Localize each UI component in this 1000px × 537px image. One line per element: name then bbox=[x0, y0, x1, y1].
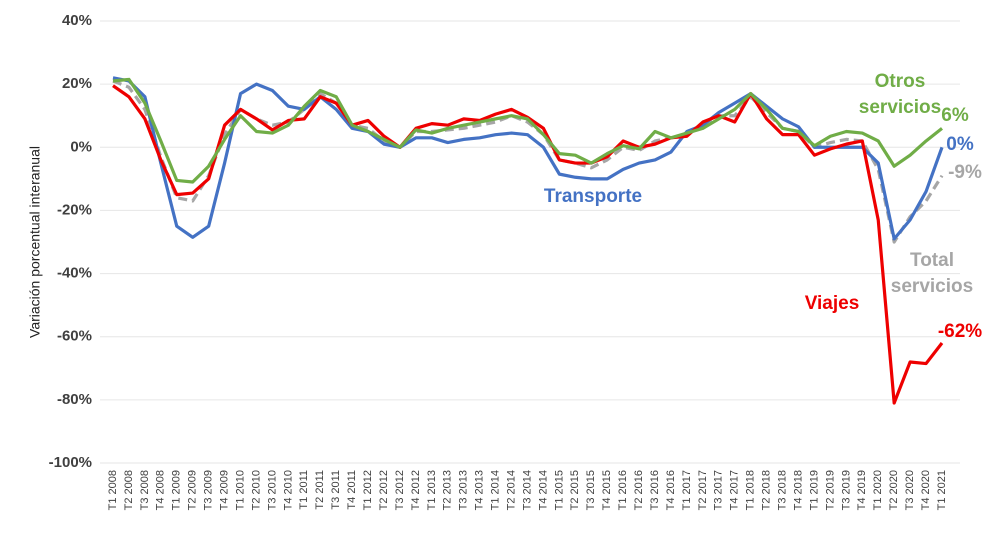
x-tick-label: T2 2010 bbox=[250, 470, 262, 510]
x-tick-label: T3 2012 bbox=[394, 470, 406, 510]
x-tick-label: T3 2009 bbox=[203, 470, 215, 510]
y-tick-label: 0% bbox=[70, 138, 92, 155]
x-tick-label: T3 2019 bbox=[840, 470, 852, 510]
y-tick-label: 40% bbox=[62, 12, 92, 29]
x-tick-label: T3 2016 bbox=[649, 470, 661, 510]
x-tick-label: T4 2015 bbox=[601, 470, 613, 510]
x-tick-label: T4 2008 bbox=[155, 470, 167, 510]
x-tick-label: T3 2020 bbox=[904, 470, 916, 510]
x-tick-label: T1 2013 bbox=[426, 470, 438, 510]
end-value-label: 0% bbox=[946, 134, 974, 155]
end-value-label: -62% bbox=[937, 321, 983, 342]
y-tick-label: -60% bbox=[57, 328, 92, 345]
x-tick-label: T4 2016 bbox=[665, 470, 677, 510]
x-tick-label: T3 2010 bbox=[266, 470, 278, 510]
x-tick-label: T2 2015 bbox=[569, 470, 581, 510]
x-tick-label: T2 2018 bbox=[761, 470, 773, 510]
x-tick-label: T1 2019 bbox=[808, 470, 820, 510]
x-tick-label: T1 2009 bbox=[171, 470, 183, 510]
x-tick-label: T1 2016 bbox=[617, 470, 629, 510]
x-tick-label: T2 2019 bbox=[824, 470, 836, 510]
end-value-label: -9% bbox=[948, 162, 982, 183]
series-label: Transporte bbox=[543, 186, 643, 207]
x-tick-label: T1 2011 bbox=[298, 470, 310, 510]
x-tick-label: T2 2016 bbox=[633, 470, 645, 510]
x-tick-label: T3 2014 bbox=[521, 470, 533, 510]
x-tick-label: T4 2018 bbox=[792, 470, 804, 510]
series-line bbox=[112, 76, 944, 241]
x-tick-label: T3 2008 bbox=[139, 470, 151, 510]
y-axis-label: Variación porcentual interanual bbox=[27, 146, 43, 338]
x-tick-label: T1 2010 bbox=[234, 470, 246, 510]
y-tick-label: 20% bbox=[62, 75, 92, 92]
series-label: Total servicios bbox=[890, 250, 974, 297]
x-tick-label: T1 2012 bbox=[362, 470, 374, 510]
x-tick-label: T1 2017 bbox=[681, 470, 693, 510]
x-tick-label: T2 2020 bbox=[888, 470, 900, 510]
x-tick-label: T3 2015 bbox=[585, 470, 597, 510]
x-tick-label: T4 2020 bbox=[920, 470, 932, 510]
x-tick-label: T3 2013 bbox=[458, 470, 470, 510]
series-label: Viajes bbox=[804, 293, 860, 314]
x-tick-label: T4 2010 bbox=[282, 470, 294, 510]
end-value-label: 6% bbox=[941, 105, 969, 126]
x-tick-label: T1 2021 bbox=[936, 470, 948, 510]
x-tick-label: T3 2017 bbox=[713, 470, 725, 510]
y-tick-label: -40% bbox=[57, 265, 92, 282]
series-line bbox=[112, 77, 943, 184]
x-tick-label: T4 2014 bbox=[537, 470, 549, 510]
x-tick-label: T4 2019 bbox=[856, 470, 868, 510]
x-tick-label: T2 2013 bbox=[442, 470, 454, 510]
x-tick-label: T1 2020 bbox=[872, 470, 884, 510]
x-tick-label: T2 2009 bbox=[187, 470, 199, 510]
x-tick-label: T4 2012 bbox=[410, 470, 422, 510]
x-tick-label: T3 2011 bbox=[330, 470, 342, 510]
x-tick-label: T1 2018 bbox=[745, 470, 757, 510]
y-tick-label: -20% bbox=[57, 201, 92, 218]
x-tick-label: T4 2013 bbox=[474, 470, 486, 510]
x-tick-label: T2 2014 bbox=[505, 470, 517, 510]
x-tick-label: T2 2008 bbox=[123, 470, 135, 510]
x-tick-label: T4 2011 bbox=[346, 470, 358, 510]
y-tick-label: -100% bbox=[49, 454, 92, 471]
x-tick-label: T2 2011 bbox=[314, 470, 326, 510]
x-tick-label: T1 2014 bbox=[490, 470, 502, 510]
x-tick-label: T1 2015 bbox=[553, 470, 565, 510]
y-tick-label: -80% bbox=[57, 391, 92, 408]
x-tick-label: T2 2012 bbox=[378, 470, 390, 510]
x-tick-label: T3 2018 bbox=[776, 470, 788, 510]
x-tick-label: T1 2008 bbox=[107, 470, 119, 510]
x-tick-label: T4 2017 bbox=[729, 470, 741, 510]
x-tick-label: T2 2017 bbox=[697, 470, 709, 510]
x-tick-label: T4 2009 bbox=[219, 470, 231, 510]
series-label: Otros servicios bbox=[858, 71, 942, 118]
